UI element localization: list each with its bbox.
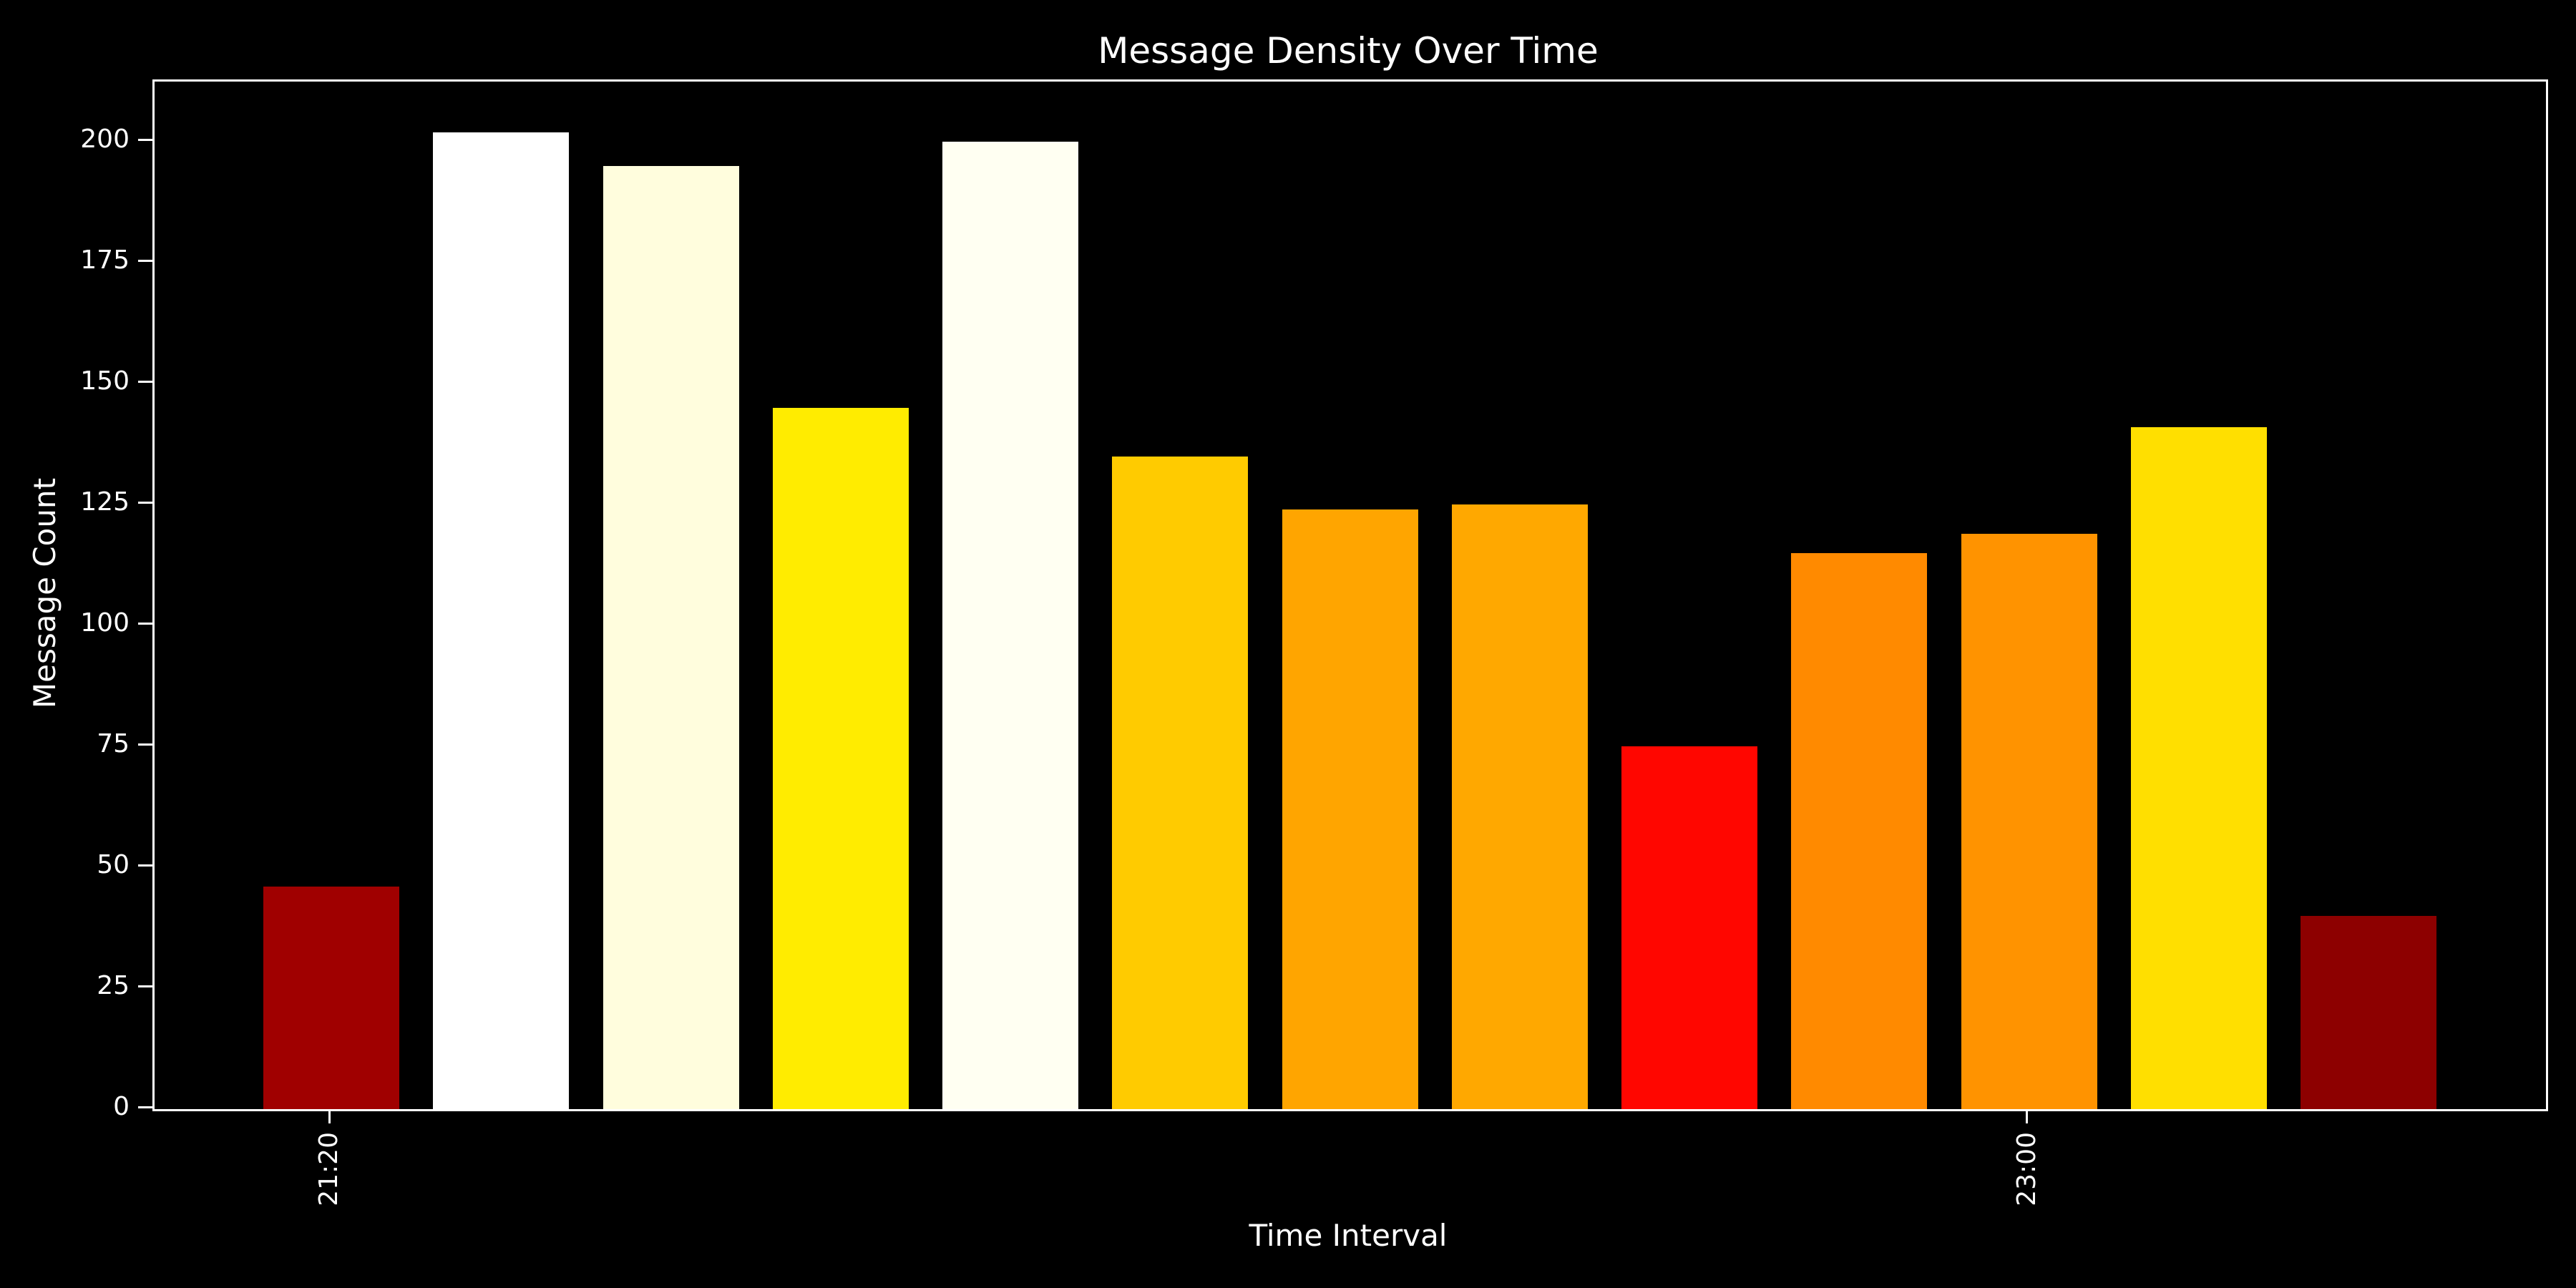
bar-12 [2301, 916, 2436, 1109]
y-tick-mark-50 [138, 864, 152, 867]
y-tick-label-175: 175 [80, 245, 130, 275]
bar-1 [433, 132, 570, 1109]
bar-11 [2130, 427, 2267, 1109]
y-tick-mark-25 [138, 985, 152, 987]
x-tick-mark-23:00 [2026, 1109, 2028, 1123]
bar-6 [1282, 509, 1418, 1109]
x-tick-mark-21:20 [328, 1109, 331, 1123]
bar-8 [1621, 746, 1757, 1109]
bar-7 [1451, 504, 1588, 1109]
y-tick-mark-175 [138, 259, 152, 262]
bar-5 [1112, 457, 1249, 1109]
y-tick-mark-100 [138, 622, 152, 625]
y-tick-label-25: 25 [97, 971, 130, 1001]
bar-10 [1961, 534, 2097, 1109]
y-tick-label-0: 0 [113, 1092, 130, 1121]
plot-area [152, 79, 2548, 1111]
y-tick-label-125: 125 [80, 487, 130, 517]
y-tick-mark-75 [138, 743, 152, 746]
y-tick-label-150: 150 [80, 366, 130, 396]
x-axis-label: Time Interval [1249, 1218, 1448, 1253]
bar-0 [263, 887, 399, 1109]
bar-3 [772, 408, 909, 1109]
y-tick-mark-0 [138, 1106, 152, 1108]
y-tick-mark-200 [138, 138, 152, 141]
y-tick-mark-150 [138, 380, 152, 383]
x-tick-label-21:20: 21:20 [314, 1132, 343, 1206]
chart-title: Message Density Over Time [1098, 30, 1599, 72]
y-tick-label-75: 75 [97, 729, 130, 759]
y-tick-mark-125 [138, 501, 152, 504]
bar-2 [602, 166, 739, 1109]
y-tick-label-50: 50 [97, 850, 130, 880]
bar-4 [942, 142, 1078, 1109]
bar-9 [1791, 553, 1928, 1109]
y-axis-label: Message Count [27, 477, 62, 709]
y-tick-label-200: 200 [80, 125, 130, 155]
y-tick-label-100: 100 [80, 608, 130, 638]
x-tick-label-23:00: 23:00 [2011, 1132, 2041, 1206]
